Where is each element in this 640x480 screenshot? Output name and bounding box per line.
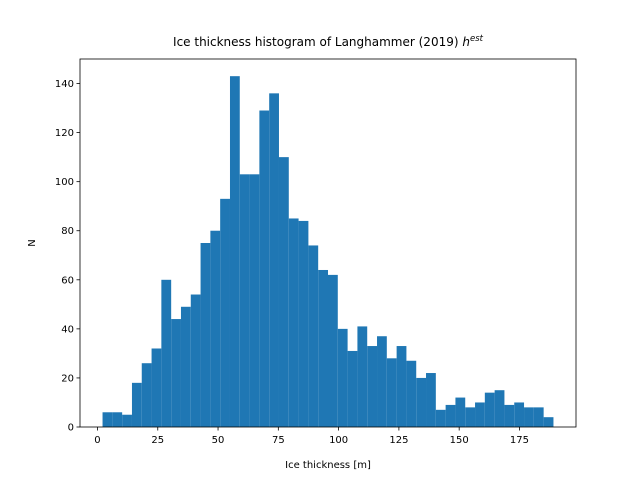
x-tick-label: 100 bbox=[329, 435, 348, 446]
bar bbox=[112, 412, 123, 427]
bar bbox=[180, 306, 191, 427]
bar bbox=[210, 230, 221, 427]
bar bbox=[465, 407, 476, 427]
bar bbox=[386, 358, 397, 427]
bar bbox=[259, 110, 270, 428]
bar bbox=[347, 350, 358, 427]
title-superscript: est bbox=[470, 34, 484, 44]
bar bbox=[435, 409, 446, 427]
bar bbox=[475, 402, 485, 427]
bar bbox=[102, 412, 113, 427]
bar bbox=[514, 402, 525, 427]
bar bbox=[504, 404, 515, 427]
y-tick-label: 20 bbox=[61, 373, 74, 384]
x-tick-label: 150 bbox=[450, 435, 469, 446]
bar bbox=[494, 390, 505, 427]
bar bbox=[533, 407, 544, 427]
bar bbox=[416, 377, 427, 427]
bar bbox=[229, 76, 240, 427]
title-symbol: h bbox=[462, 35, 470, 49]
y-tick-label: 100 bbox=[55, 177, 74, 188]
x-tick-label: 175 bbox=[510, 435, 529, 446]
bar bbox=[249, 174, 260, 427]
bar bbox=[308, 245, 319, 427]
bar bbox=[288, 218, 299, 427]
bar bbox=[131, 382, 142, 427]
y-tick-label: 140 bbox=[55, 79, 74, 90]
bar bbox=[239, 174, 250, 427]
bar bbox=[200, 243, 211, 427]
bar bbox=[318, 269, 328, 427]
y-tick-label: 40 bbox=[61, 324, 74, 335]
bar bbox=[269, 93, 279, 427]
y-axis-label: N bbox=[27, 239, 38, 246]
bar bbox=[190, 294, 201, 427]
bar bbox=[298, 220, 309, 427]
y-tick-label: 60 bbox=[61, 275, 74, 286]
bar bbox=[445, 404, 456, 427]
bar bbox=[171, 319, 181, 427]
y-tick-label: 80 bbox=[61, 226, 74, 237]
bar bbox=[141, 363, 152, 427]
x-tick-label: 50 bbox=[212, 435, 225, 446]
bar bbox=[357, 326, 368, 427]
chart-title: Ice thickness histogram of Langhammer (2… bbox=[173, 34, 484, 49]
title-text: Ice thickness histogram of Langhammer (2… bbox=[173, 35, 459, 49]
bar bbox=[455, 397, 466, 427]
y-tick-label: 0 bbox=[68, 423, 74, 434]
plot-frame bbox=[79, 58, 577, 428]
y-tick-label: 120 bbox=[55, 128, 74, 139]
bar bbox=[337, 328, 348, 427]
x-tick-label: 0 bbox=[94, 435, 100, 446]
bar bbox=[406, 360, 417, 427]
bar bbox=[122, 414, 132, 427]
bar bbox=[543, 417, 554, 427]
x-tick-label: 125 bbox=[389, 435, 408, 446]
bar bbox=[220, 198, 230, 427]
bar bbox=[377, 336, 387, 427]
bar bbox=[426, 373, 436, 427]
bar bbox=[524, 407, 534, 427]
bar bbox=[396, 346, 407, 427]
x-tick-label: 25 bbox=[151, 435, 164, 446]
x-axis-label: Ice thickness [m] bbox=[285, 460, 371, 471]
bar bbox=[328, 274, 338, 427]
bar bbox=[484, 392, 495, 427]
x-tick-label: 75 bbox=[272, 435, 285, 446]
bar bbox=[151, 348, 162, 427]
bar bbox=[161, 279, 172, 427]
bar bbox=[278, 157, 289, 427]
bar bbox=[367, 346, 378, 427]
